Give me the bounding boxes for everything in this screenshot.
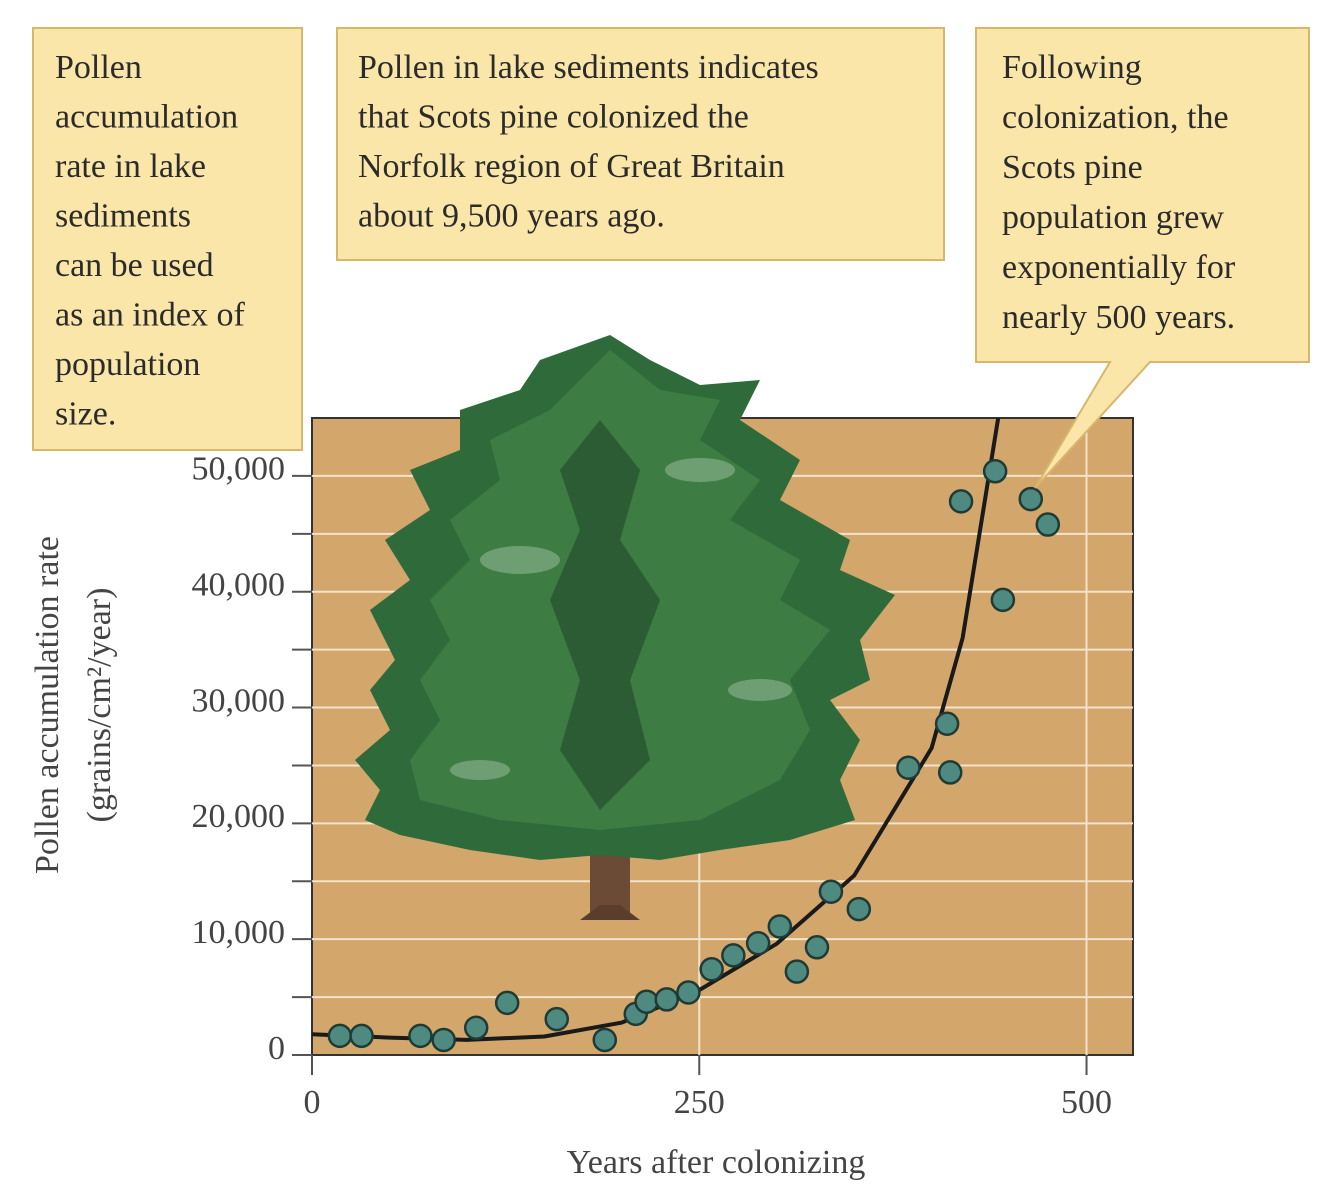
data-point — [676, 980, 701, 1005]
data-point — [431, 1027, 456, 1053]
data-point — [1018, 486, 1044, 512]
x-axis-title: Years after colonizing — [567, 1144, 866, 1181]
tree-shadow — [550, 420, 660, 810]
data-point — [634, 989, 659, 1014]
annotation-text: as an index of — [55, 296, 245, 333]
annotation-text: population grew — [1002, 199, 1224, 236]
annotation-text: Following — [1002, 49, 1142, 86]
data-point — [349, 1023, 374, 1049]
annotation-text: colonization, the — [1002, 99, 1229, 136]
annotation-text: can be used — [55, 247, 214, 284]
x-tick-label: 500 — [1061, 1084, 1112, 1121]
tree-roots — [580, 905, 640, 920]
annotation-text: accumulation — [55, 98, 238, 135]
tree-illustration — [355, 335, 895, 920]
y-tick-label: 30,000 — [192, 682, 286, 719]
x-tick-label: 0 — [304, 1084, 321, 1121]
y-tick-label: 0 — [268, 1030, 285, 1067]
data-point — [592, 1027, 618, 1053]
data-point — [494, 990, 520, 1016]
data-point — [721, 943, 746, 968]
data-point — [408, 1023, 433, 1049]
annotation-text: exponentially for — [1002, 249, 1236, 286]
annotations: Pollen accumulation rate in lake sediments c… — [32, 27, 1310, 489]
annotation-text: that Scots pine colonized the — [358, 98, 749, 135]
data-point — [784, 959, 810, 984]
data-point — [544, 1006, 570, 1032]
y-axis-title: (grains/cm²/year) — [81, 588, 118, 823]
tree-highlight — [665, 458, 735, 482]
data-point — [948, 489, 974, 514]
annotation-text: Pollen — [55, 49, 142, 86]
data-point — [327, 1023, 353, 1049]
data-point — [896, 755, 921, 781]
data-point — [654, 987, 679, 1012]
data-point — [1035, 512, 1061, 537]
annotation-text: Pollen in lake sediments indicates — [358, 49, 819, 86]
annotation-text: size. — [55, 395, 116, 432]
overlay-layer: 0 10,000 20,000 30,000 40,000 50,000 0 250 500 Ye… — [29, 417, 1112, 1181]
y-tick-label: 10,000 — [192, 914, 286, 951]
data-point — [745, 930, 771, 956]
annotation-text: nearly 500 years. — [1002, 299, 1235, 336]
annotation-text: about 9,500 years ago. — [358, 197, 665, 234]
data-point — [767, 914, 793, 939]
tree-highlight — [480, 546, 560, 574]
data-point — [982, 459, 1008, 484]
annotation-text: rate in lake — [55, 148, 206, 185]
data-point — [699, 957, 724, 982]
annotation-text: population — [55, 346, 200, 383]
data-point — [937, 760, 963, 785]
annotation-text: Norfolk region of Great Britain — [358, 148, 785, 185]
annotation-text: Scots pine — [1002, 149, 1143, 186]
x-tick-label: 250 — [674, 1084, 725, 1121]
annotation-text: sediments — [55, 197, 191, 234]
data-point — [990, 587, 1016, 613]
data-point — [463, 1015, 489, 1041]
data-point — [818, 879, 844, 904]
y-axis-title: Pollen accumulation rate — [29, 536, 66, 874]
annotation-box — [32, 27, 303, 451]
data-point — [804, 935, 830, 960]
annotation-callout — [975, 27, 1310, 489]
annotation-box — [336, 27, 945, 261]
y-tick-label: 40,000 — [192, 567, 286, 604]
tree-highlight — [728, 679, 792, 701]
y-tick-label: 20,000 — [192, 798, 286, 835]
data-point — [934, 711, 960, 737]
tree-highlight — [450, 760, 510, 780]
data-point — [846, 896, 872, 922]
y-tick-label: 50,000 — [192, 451, 286, 488]
